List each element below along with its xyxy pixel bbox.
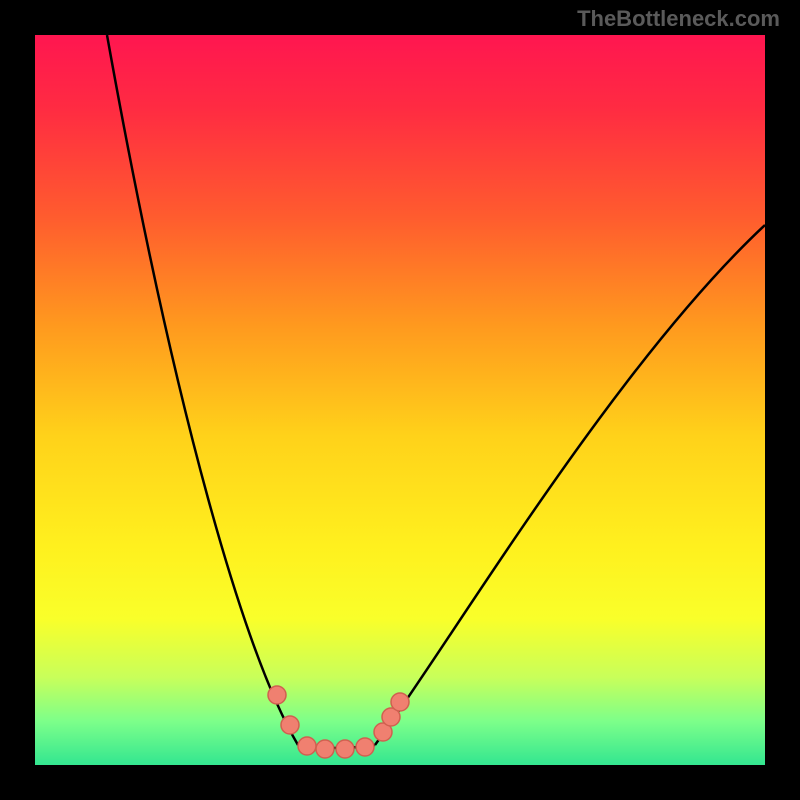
chart-container (35, 35, 765, 765)
marker-point (316, 740, 334, 758)
marker-point (281, 716, 299, 734)
watermark-text: TheBottleneck.com (577, 6, 780, 32)
plot-background (35, 35, 765, 765)
bottleneck-chart (35, 35, 765, 765)
marker-point (336, 740, 354, 758)
marker-point (298, 737, 316, 755)
marker-point (391, 693, 409, 711)
marker-point (356, 738, 374, 756)
marker-point (268, 686, 286, 704)
